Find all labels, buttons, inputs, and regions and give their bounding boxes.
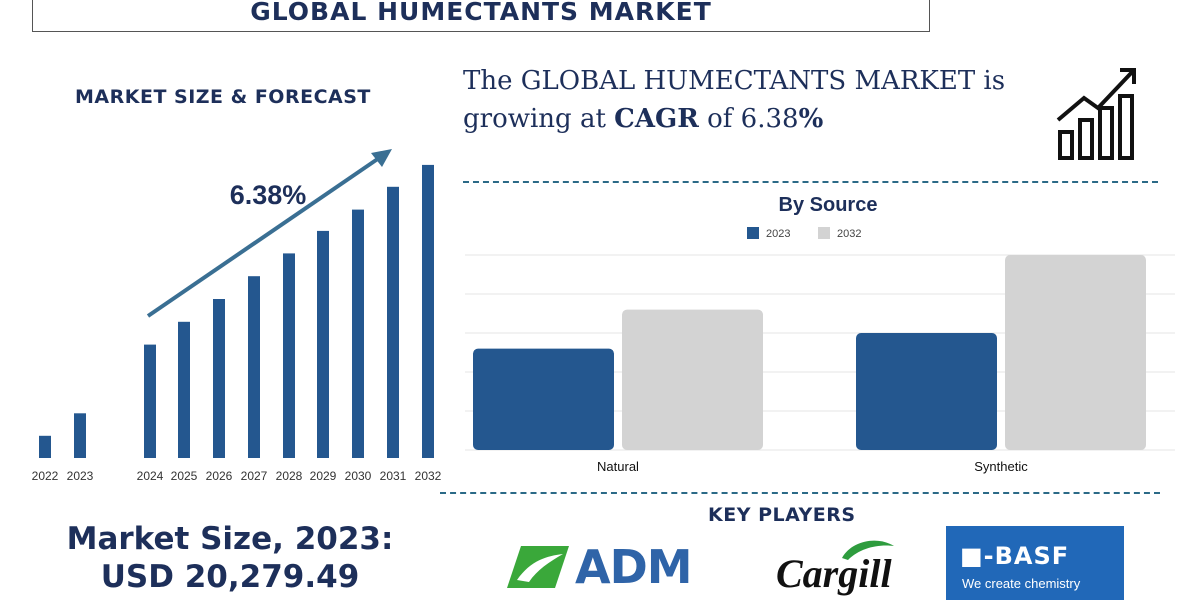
basf-logo-text: ■-BASF [960, 542, 1070, 570]
forecast-bar-2023 [74, 413, 86, 458]
divider-bottom [440, 492, 1160, 494]
adm-logo: ADM [503, 540, 713, 594]
forecast-tick-2024: 2024 [137, 469, 164, 483]
adm-logo-text: ADM [575, 540, 693, 594]
growth-chart-icon [1056, 68, 1136, 160]
forecast-tick-2025: 2025 [171, 469, 198, 483]
headline-text: The GLOBAL HUMECTANTS MARKET is growing … [463, 66, 1006, 134]
source-bar-natural-2032 [622, 309, 763, 450]
headline-rate: of 6.38 [698, 104, 799, 134]
title-banner: GLOBAL HUMECTANTS MARKET [32, 0, 930, 32]
market-size-label: Market Size, 2023: [66, 521, 394, 557]
source-bar-synthetic-2023 [856, 333, 997, 450]
legend-swatch-2032 [818, 227, 830, 239]
market-size-forecast-title: MARKET SIZE & FORECAST [75, 86, 371, 108]
forecast-bar-2025 [178, 321, 190, 458]
forecast-bar-2028 [283, 253, 295, 458]
source-category-synthetic: Synthetic [974, 459, 1028, 474]
forecast-bar-chart: 2022 2023 2024 2025 2026 2027 2028 2029 2030 2031… [32, 149, 442, 483]
source-bar-synthetic-2032 [1005, 255, 1146, 450]
divider-top [463, 181, 1158, 183]
forecast-bar-2030 [352, 209, 364, 458]
source-category-natural: Natural [597, 459, 639, 474]
cagr-headline: The GLOBAL HUMECTANTS MARKET is growing … [463, 62, 1033, 138]
page-title: GLOBAL HUMECTANTS MARKET [250, 0, 712, 26]
forecast-tick-2027: 2027 [241, 469, 268, 483]
forecast-bar-2029 [317, 230, 329, 458]
market-size-value: USD 20,279.49 [100, 559, 360, 595]
legend-label-2032: 2032 [837, 228, 861, 240]
forecast-bar-2026 [213, 299, 225, 458]
forecast-tick-2031: 2031 [380, 469, 407, 483]
by-source-bar-chart: By Source 2023 2032 Natural Synthetic [465, 194, 1175, 474]
forecast-bar-2022 [39, 435, 51, 458]
headline-percent: % [798, 104, 824, 134]
headline-cagr: CAGR [614, 104, 699, 134]
forecast-tick-2023: 2023 [67, 469, 94, 483]
forecast-tick-2030: 2030 [345, 469, 372, 483]
legend-label-2023: 2023 [766, 228, 790, 240]
legend-swatch-2023 [747, 227, 759, 239]
forecast-bar-2032 [422, 164, 434, 458]
source-bar-natural-2023 [473, 348, 614, 450]
forecast-tick-2028: 2028 [276, 469, 303, 483]
forecast-tick-2026: 2026 [206, 469, 233, 483]
trend-arrowhead [371, 149, 392, 167]
forecast-bar-2031 [387, 186, 399, 459]
cargill-logo-text: Cargill [776, 551, 892, 596]
key-players-title: KEY PLAYERS [708, 504, 856, 526]
forecast-bar-2024 [144, 344, 156, 458]
forecast-tick-2032: 2032 [415, 469, 442, 483]
source-chart-title: By Source [779, 194, 878, 216]
adm-leaf-icon [507, 546, 569, 588]
cagr-annotation: 6.38% [230, 180, 307, 210]
market-size-2023: Market Size, 2023: USD 20,279.49 [20, 520, 440, 596]
forecast-tick-2029: 2029 [310, 469, 337, 483]
forecast-bar-2027 [248, 276, 260, 458]
cargill-leaf-icon [842, 540, 894, 560]
cargill-logo: Cargill [776, 538, 916, 598]
basf-tagline: We create chemistry [962, 576, 1081, 591]
trend-arrow-icon [146, 154, 384, 318]
forecast-tick-2022: 2022 [32, 469, 59, 483]
basf-logo: ■-BASF We create chemistry [946, 526, 1124, 600]
